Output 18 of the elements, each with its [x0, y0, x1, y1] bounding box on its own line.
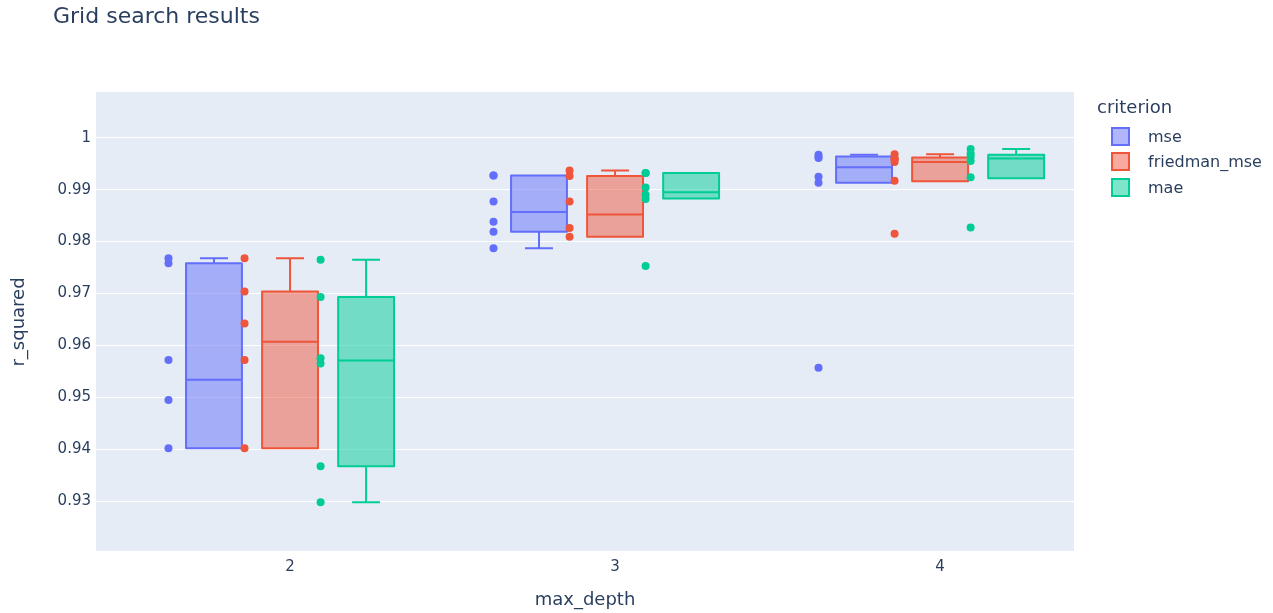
y-tick-label: 0.97 [57, 283, 91, 302]
legend-label: mse [1148, 126, 1182, 146]
x-tick-label: 2 [285, 556, 295, 575]
y-tick-label: 0.94 [57, 439, 91, 458]
legend-title: criterion [1097, 96, 1173, 118]
y-tick-label: 0.95 [57, 387, 91, 406]
y-tick-label: 0.98 [57, 231, 91, 250]
legend-label: friedman_mse [1148, 152, 1262, 172]
y-tick-label: 0.99 [57, 179, 91, 198]
x-tick-label: 4 [935, 556, 945, 575]
y-tick-label: 1 [81, 127, 91, 146]
x-tick-label: 3 [610, 556, 620, 575]
y-tick-label: 0.96 [57, 335, 91, 354]
x-axis-title: max_depth [534, 588, 636, 610]
chart-title: Grid search results [53, 3, 260, 30]
y-tick-label: 0.93 [57, 491, 91, 510]
y-axis-title: r_squared [7, 276, 29, 367]
legend-label: mae [1148, 177, 1184, 197]
